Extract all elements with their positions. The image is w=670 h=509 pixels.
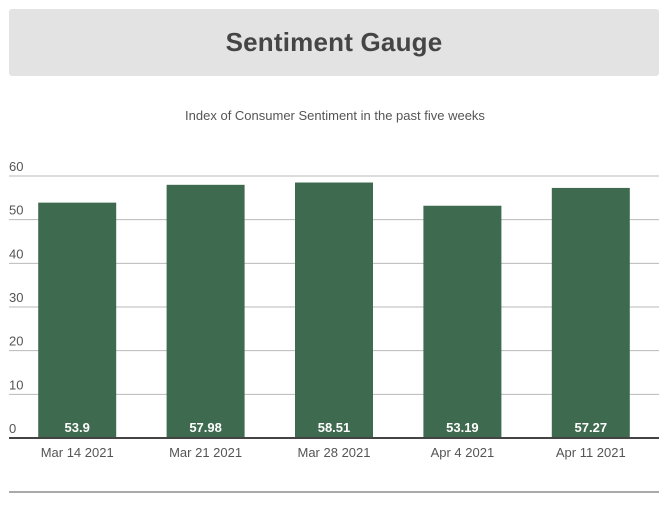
x-tick-label: Mar 28 2021 bbox=[298, 445, 371, 460]
bar-value-label: 57.98 bbox=[189, 420, 222, 435]
bar-value-label: 58.51 bbox=[318, 420, 351, 435]
x-tick-label: Mar 14 2021 bbox=[41, 445, 114, 460]
y-tick-label: 30 bbox=[9, 290, 23, 305]
bar bbox=[551, 187, 630, 438]
y-tick-label: 40 bbox=[9, 246, 23, 261]
chart-subtitle: Index of Consumer Sentiment in the past … bbox=[185, 108, 485, 123]
y-tick-label: 0 bbox=[9, 421, 16, 436]
footer-divider bbox=[9, 491, 659, 493]
bar bbox=[38, 202, 117, 438]
chart-title: Sentiment Gauge bbox=[225, 27, 443, 57]
bar bbox=[423, 205, 502, 438]
y-tick-label: 10 bbox=[9, 377, 23, 392]
x-tick-label: Apr 4 2021 bbox=[431, 445, 495, 460]
bar-value-label: 57.27 bbox=[575, 420, 608, 435]
bar-value-label: 53.19 bbox=[446, 420, 479, 435]
bar bbox=[295, 182, 373, 438]
y-tick-label: 50 bbox=[9, 203, 23, 218]
x-tick-label: Mar 21 2021 bbox=[169, 445, 242, 460]
bar bbox=[166, 184, 245, 438]
bar-chart: 0 10 20 30 40 50 60 53.9 Mar 14 2021 57.98 Mar 21 … bbox=[9, 159, 659, 460]
bar-value-label: 53.9 bbox=[65, 420, 90, 435]
y-tick-label: 60 bbox=[9, 159, 23, 174]
x-tick-label: Apr 11 2021 bbox=[556, 445, 626, 460]
y-tick-label: 20 bbox=[9, 334, 23, 349]
chart-header: Sentiment Gauge bbox=[9, 9, 659, 76]
